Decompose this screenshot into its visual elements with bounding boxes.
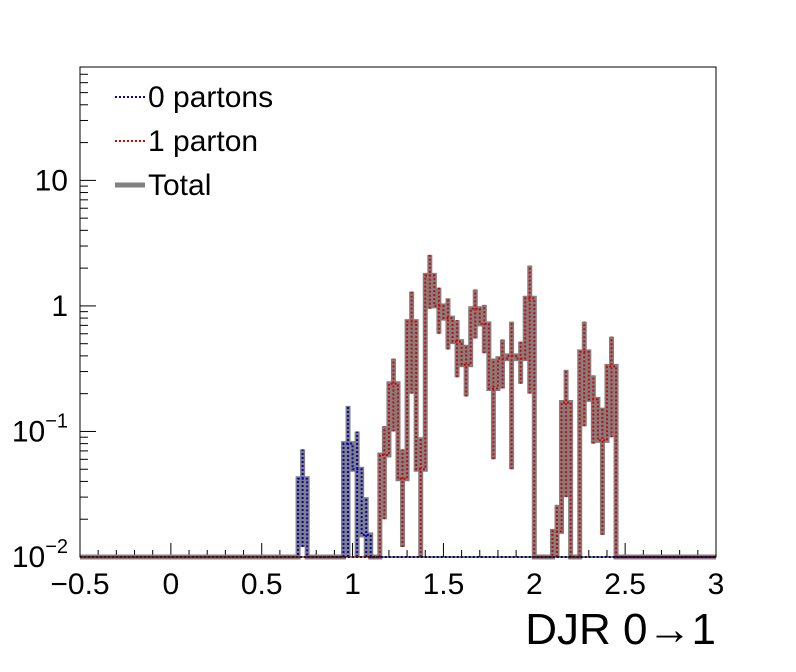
y-tick-exponent: −2 xyxy=(45,536,68,558)
legend-label: 0 partons xyxy=(148,81,273,114)
legend-entry: Total xyxy=(115,169,211,202)
legend-label: 1 parton xyxy=(148,125,258,158)
legend-entry: 1 parton xyxy=(115,125,258,158)
x-tick-label: 3 xyxy=(708,568,725,601)
y-tick-base: 10 xyxy=(12,415,45,448)
y-tick-label: 10−1 xyxy=(12,410,68,448)
legend-entry: 0 partons xyxy=(115,81,273,114)
legend-label: Total xyxy=(148,169,211,202)
y-tick-label: 10 xyxy=(35,164,68,197)
x-tick-labels: −0.5 0 0.5 1 1.5 2 2.5 3 xyxy=(50,568,724,601)
x-tick-label: 2 xyxy=(526,568,543,601)
plot-frame xyxy=(79,66,717,558)
x-axis-label: DJR 0→1 xyxy=(525,605,716,654)
y-tick-exponent: −1 xyxy=(45,410,68,432)
x-tick-label: 0.5 xyxy=(241,568,283,601)
legend: 0 partons 1 parton Total xyxy=(115,81,273,202)
y-tick-base: 10 xyxy=(12,541,45,574)
y-tick-label: 10−2 xyxy=(12,536,68,574)
x-tick-label: 0 xyxy=(163,568,180,601)
x-tick-label: 2.5 xyxy=(604,568,646,601)
x-tick-label: 1.5 xyxy=(423,568,465,601)
x-tick-label: −0.5 xyxy=(50,568,109,601)
y-tick-label: 1 xyxy=(51,290,68,323)
x-tick-label: 1 xyxy=(344,568,361,601)
